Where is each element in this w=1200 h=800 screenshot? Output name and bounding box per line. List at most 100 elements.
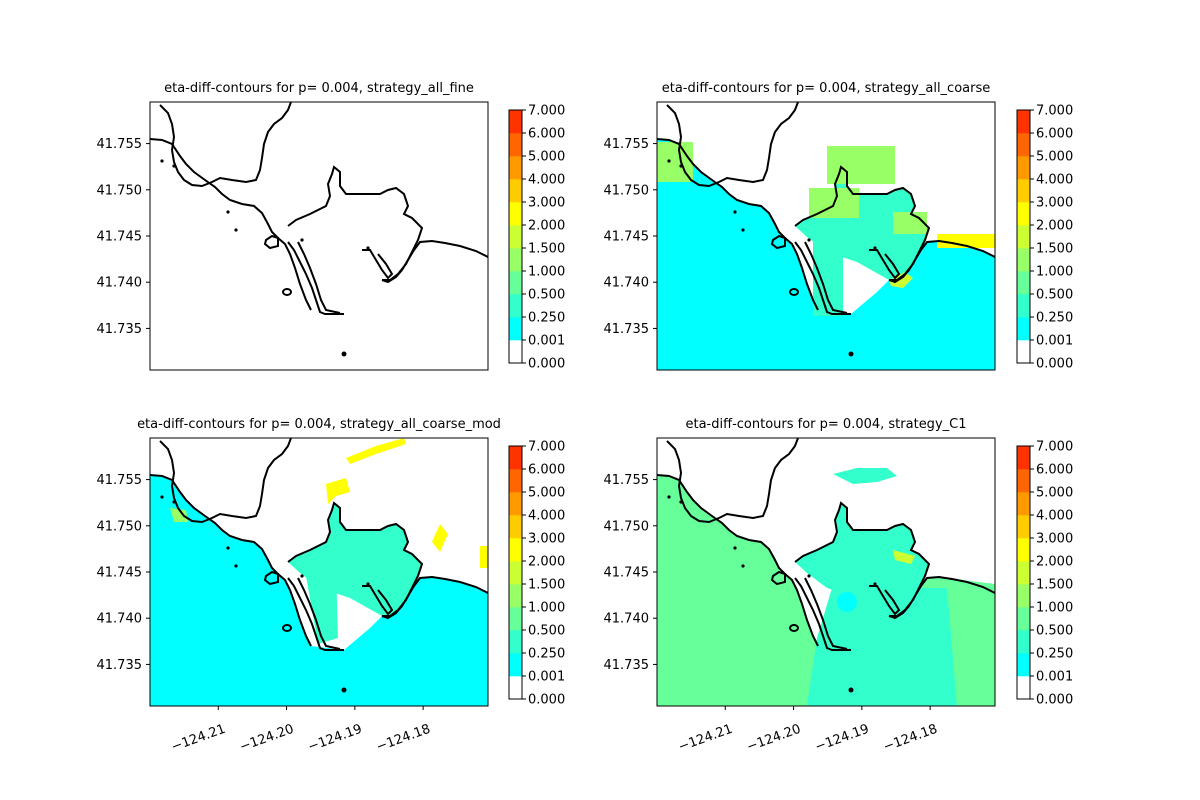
breakwater xyxy=(794,241,851,315)
rock xyxy=(172,500,176,504)
colorbar-swatch xyxy=(509,676,522,700)
colorbar-tick-label: 0.001 xyxy=(528,670,565,685)
coastline-south xyxy=(381,575,488,620)
rock xyxy=(172,164,176,168)
colorbar-swatch xyxy=(1017,515,1030,539)
plot-area xyxy=(657,102,995,370)
colorbar-tick-label: 0.250 xyxy=(1036,647,1073,662)
rock xyxy=(807,574,811,578)
x-tick-label: −124.19 xyxy=(306,722,364,755)
colorbar-tick-label: 1.000 xyxy=(1036,265,1073,280)
colorbar-tick-label: 0.500 xyxy=(528,624,565,639)
colorbar-tick-label: 0.001 xyxy=(528,334,565,349)
y-tick-label: 41.745 xyxy=(97,566,143,581)
colorbar-swatch xyxy=(509,538,522,562)
y-tick-label: 41.740 xyxy=(604,276,650,291)
colorbar-tick-label: 5.000 xyxy=(1036,150,1073,165)
colorbar-swatch xyxy=(1017,271,1030,295)
colorbar-tick-label: 7.000 xyxy=(528,104,565,119)
colorbar-tick-label: 6.000 xyxy=(528,463,565,478)
colorbar-tick-label: 4.000 xyxy=(528,509,565,524)
colorbar-swatch xyxy=(1017,492,1030,516)
rock xyxy=(848,687,854,693)
y-tick-label: 41.750 xyxy=(97,183,143,198)
y-tick-label: 41.755 xyxy=(604,137,650,152)
colorbar-tick-label: 5.000 xyxy=(1036,486,1073,501)
rock xyxy=(226,546,230,550)
y-tick-label: 41.750 xyxy=(604,183,650,198)
colorbar-swatch xyxy=(509,317,522,341)
colorbar-swatch xyxy=(509,340,522,364)
coastline-south xyxy=(381,239,488,284)
coastline-north xyxy=(657,138,819,311)
rock xyxy=(667,159,671,163)
wave-band xyxy=(326,478,350,504)
c1-zone xyxy=(893,550,915,564)
rock xyxy=(848,351,854,357)
colorbar-swatch xyxy=(1017,340,1030,364)
y-tick-label: 41.755 xyxy=(604,473,650,488)
wave-band xyxy=(432,524,448,552)
y-tick-label: 41.755 xyxy=(97,473,143,488)
colorbar-swatch xyxy=(1017,630,1030,654)
panel-title: eta-diff-contours for p= 0.004, strategy… xyxy=(686,417,967,432)
colorbar-tick-label: 4.000 xyxy=(1036,173,1073,188)
x-tick-label: −124.18 xyxy=(374,722,432,755)
rock xyxy=(741,564,745,568)
plot-area xyxy=(150,102,488,357)
colorbar-tick-label: 3.000 xyxy=(1036,532,1073,547)
colorbar-tick-label: 0.250 xyxy=(1036,311,1073,326)
colorbar-tick-label: 3.000 xyxy=(528,196,565,211)
harbor-outline xyxy=(794,501,931,617)
colorbar-swatch xyxy=(509,630,522,654)
colorbar-tick-label: 0.000 xyxy=(528,357,565,372)
y-tick-label: 41.735 xyxy=(97,658,143,673)
rock xyxy=(366,582,370,586)
colorbar-swatch xyxy=(509,561,522,585)
harbor-outline xyxy=(794,165,931,281)
rock xyxy=(226,210,230,214)
wave-band xyxy=(170,508,188,522)
colorbar-swatch xyxy=(509,492,522,516)
y-tick-label: 41.745 xyxy=(604,566,650,581)
north-shore xyxy=(666,102,799,188)
island xyxy=(282,624,292,632)
colorbar-tick-label: 3.000 xyxy=(528,532,565,547)
colorbar-4: 0.000 0.001 0.250 0.500 1.000 1.500 2.000 3.000… xyxy=(1016,440,1073,708)
colorbar-swatch xyxy=(509,446,522,470)
north-shore xyxy=(159,438,292,524)
panel-4: eta-diff-contours for p= 0.004, strategy… xyxy=(604,417,996,755)
rock xyxy=(667,495,671,499)
colorbar-tick-label: 0.000 xyxy=(1036,693,1073,708)
colorbar-tick-label: 4.000 xyxy=(528,173,565,188)
x-tick-label: −124.21 xyxy=(677,722,735,755)
island xyxy=(770,570,786,586)
colorbar-swatch xyxy=(509,133,522,157)
coastline-south xyxy=(888,575,995,620)
colorbar-tick-label: 2.000 xyxy=(1036,219,1073,234)
jetty xyxy=(869,249,901,280)
y-tick-label: 41.735 xyxy=(97,322,143,337)
colorbar-swatch xyxy=(1017,179,1030,203)
colorbar-tick-label: 7.000 xyxy=(1036,440,1073,455)
panel-2: eta-diff-contours for p= 0.004, strategy… xyxy=(604,81,996,371)
coarse-block xyxy=(893,212,927,234)
panel-title: eta-diff-contours for p= 0.004, strategy… xyxy=(662,81,991,96)
rock xyxy=(160,495,164,499)
jetty xyxy=(362,249,394,280)
rock xyxy=(873,246,877,250)
colorbar-tick-label: 5.000 xyxy=(528,150,565,165)
y-tick-label: 41.740 xyxy=(97,612,143,627)
island xyxy=(789,624,799,632)
rock xyxy=(741,228,745,232)
colorbar-swatch xyxy=(509,271,522,295)
breakwater xyxy=(287,241,344,315)
breakwater xyxy=(804,577,848,650)
colorbar-tick-label: 4.000 xyxy=(1036,509,1073,524)
colorbar-tick-label: 2.000 xyxy=(528,555,565,570)
colorbar-tick-label: 1.500 xyxy=(528,578,565,593)
colorbar-swatch xyxy=(1017,538,1030,562)
colorbar-swatch xyxy=(509,469,522,493)
colorbar-tick-label: 1.000 xyxy=(528,601,565,616)
axes-frame xyxy=(149,101,489,371)
